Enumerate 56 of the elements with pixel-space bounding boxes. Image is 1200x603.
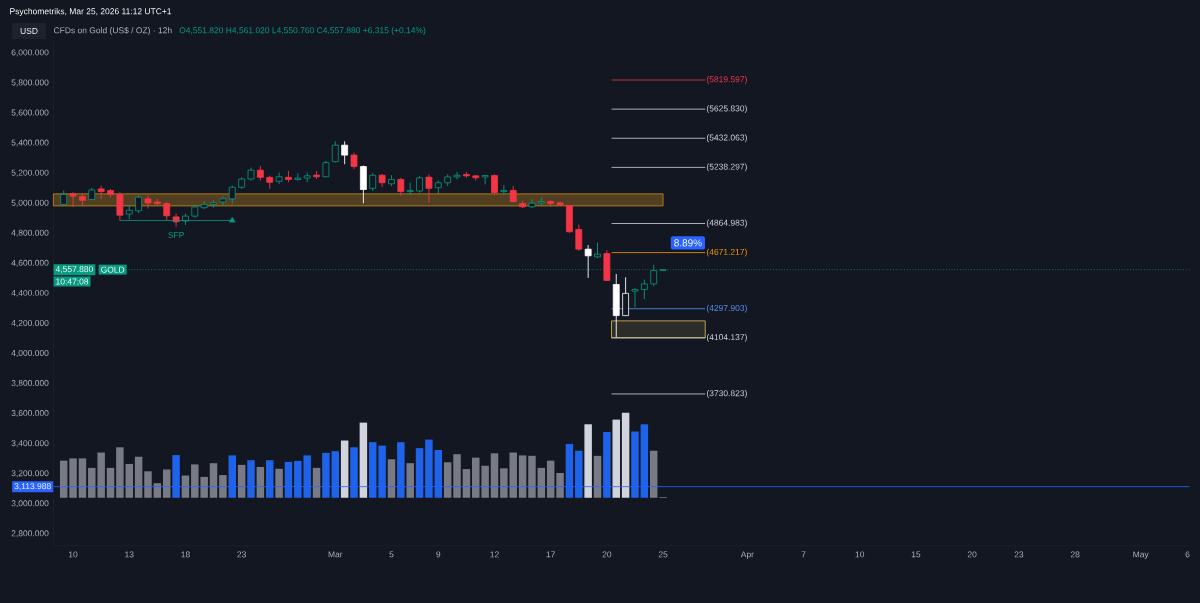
- x-tick-label: May: [1133, 551, 1149, 559]
- text: Psychometriks, Mar 25, 2026 11:12 UTC+1: [10, 8, 172, 16]
- x-tick-label: 6: [1185, 551, 1190, 558]
- ref-line-label: (4671.217): [706, 248, 747, 257]
- ref-line-label: (5238.297): [706, 163, 747, 172]
- annotation: GOLD: [101, 266, 125, 273]
- ref-line-label: (4864.983): [706, 219, 747, 228]
- y-tick-label: 3,600.000: [11, 410, 49, 418]
- x-tick-label: 7: [801, 551, 806, 558]
- x-tick-label: 10: [855, 551, 865, 558]
- ref-line-label: (4297.903): [706, 304, 747, 313]
- annotation: 10:47:08: [56, 278, 89, 285]
- y-tick-label: 4,800.000: [11, 229, 49, 237]
- y-tick-label: 4,600.000: [11, 259, 49, 267]
- y-tick-label: 3,800.000: [11, 380, 49, 388]
- chart-title: CFDs on Gold (US$ / OZ) · 12h: [53, 26, 172, 35]
- x-tick-label: 10: [68, 551, 78, 558]
- x-tick-label: 25: [658, 551, 668, 558]
- x-tick-label: 9: [436, 551, 441, 558]
- y-tick-label: 3,400.000: [11, 440, 49, 448]
- y-tick-label: 4,400.000: [11, 289, 49, 297]
- x-tick-label: Apr: [740, 551, 754, 559]
- ref-line-label: (5625.830): [706, 105, 747, 114]
- x-tick-label: 28: [1070, 551, 1080, 558]
- ref-line-label: 3,113.988: [14, 483, 51, 491]
- ref-line-label: (3730.823): [706, 390, 747, 398]
- x-tick-label: 23: [237, 551, 246, 558]
- chart-subtitle: O4,551.820 H4,561.020 L4,550.760 C4,557.880 +6.315 (+0.14%): [179, 27, 426, 35]
- y-tick-label: 5,000.000: [11, 199, 49, 207]
- y-tick-label: 5,200.000: [11, 169, 49, 177]
- y-axis-title: USD: [20, 28, 38, 34]
- y-tick-label: 5,400.000: [11, 139, 49, 147]
- x-tick-label: 12: [490, 551, 499, 558]
- y-tick-label: 4,000.000: [11, 350, 49, 357]
- ref-line-label: (5432.063): [706, 134, 747, 143]
- y-tick-label: 3,200.000: [11, 470, 49, 478]
- y-tick-label: 5,600.000: [11, 109, 49, 117]
- y-tick-label: 4,200.000: [11, 319, 49, 327]
- x-tick-label: 15: [911, 551, 921, 558]
- x-tick-label: 20: [967, 551, 977, 558]
- x-tick-label: 13: [125, 551, 134, 558]
- x-tick-label: 20: [602, 551, 612, 558]
- y-tick-label: 3,000.000: [11, 500, 49, 508]
- annotation: 8.89%: [674, 239, 702, 247]
- y-tick-label: 6,000.000: [11, 49, 49, 57]
- annotation: SFP: [168, 232, 184, 238]
- x-tick-label: 23: [1014, 551, 1024, 558]
- x-tick-label: 18: [181, 551, 190, 558]
- y-tick-label: 5,800.000: [11, 79, 49, 87]
- y-tick-label: 2,800.000: [11, 530, 49, 538]
- x-tick-label: 17: [546, 551, 555, 558]
- x-tick-label: 5: [389, 551, 394, 558]
- ref-line-label: 4,557.880: [55, 266, 93, 274]
- x-tick-label: Mar: [328, 551, 343, 558]
- ref-line-label: (4104.137): [706, 333, 747, 342]
- ref-line-label: (5819.597): [706, 76, 747, 84]
